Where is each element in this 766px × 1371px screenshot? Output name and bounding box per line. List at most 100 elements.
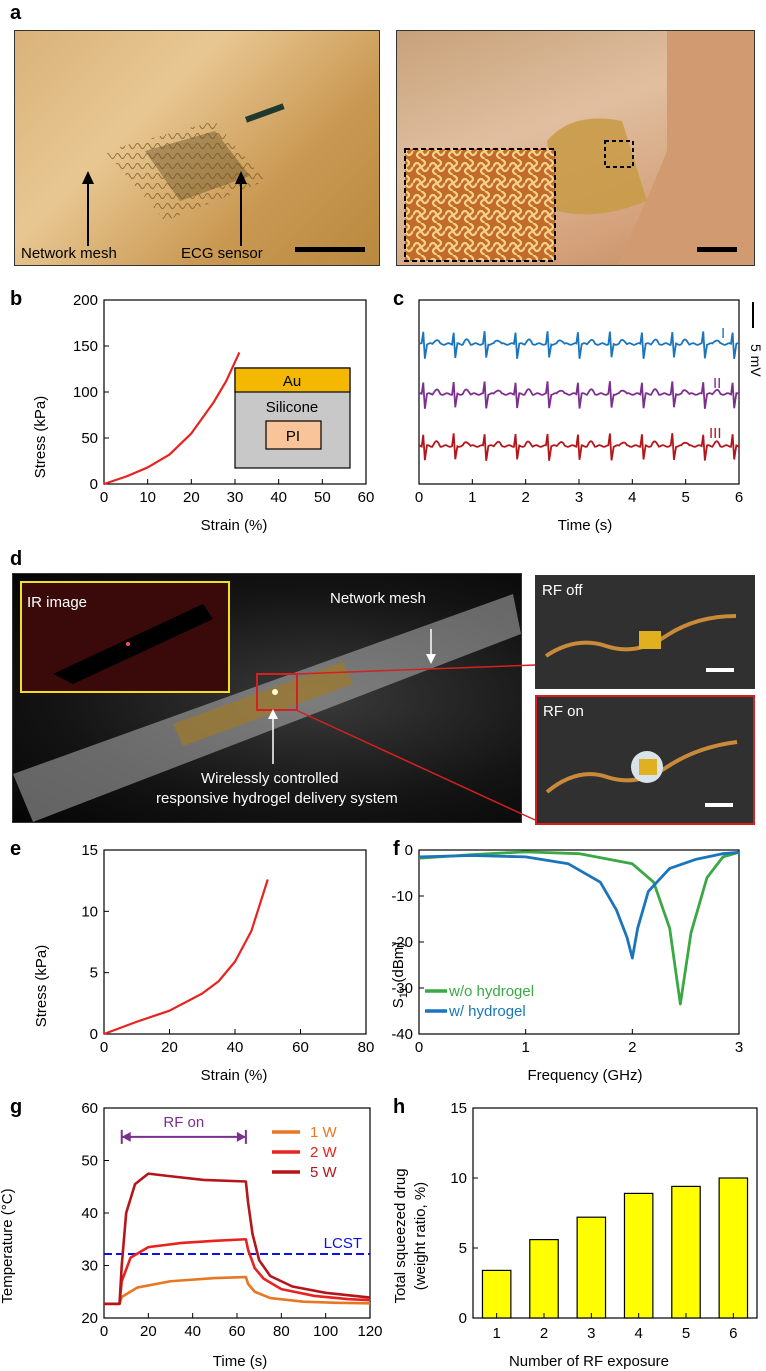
chart-c-trace-2	[418, 381, 740, 409]
chart-f-xtick-label: 2	[628, 1039, 636, 1056]
chart-g-rf-arrowhead	[236, 1131, 246, 1142]
label-ecg-sensor: ECG sensor	[181, 245, 263, 262]
chart-c-series-label: I	[721, 325, 725, 342]
chart-b-xtick-label: 0	[100, 489, 108, 506]
chart-b-ytick-label: 200	[73, 292, 98, 309]
chart-h-bar	[671, 1185, 701, 1319]
panel-label-e: e	[10, 838, 22, 860]
chart-c-series-label: II	[713, 375, 721, 392]
chart-e-ytick-label: 10	[81, 903, 98, 920]
chart-c-xtick-label: 4	[628, 489, 636, 506]
chart-b-xtick-label: 40	[270, 489, 287, 506]
chart-f-series-2	[418, 850, 740, 960]
chart-f-xtick-label: 3	[735, 1039, 743, 1056]
label-ir-image: IR image	[27, 594, 88, 611]
chart-e-xtick-label: 20	[161, 1039, 178, 1056]
chart-c-trace-1	[418, 331, 740, 359]
chart-b-ytick-label: 100	[73, 384, 98, 401]
chart-b-ylabel: Stress (kPa)	[32, 396, 49, 479]
chart-e-xtick-label: 40	[227, 1039, 244, 1056]
chart-g-series-1	[104, 1275, 371, 1306]
chart-h-bar	[718, 1177, 749, 1319]
chart-g-xtick-label: 0	[100, 1323, 108, 1340]
chart-b-ytick-label: 50	[81, 430, 98, 447]
photo-skin-ecg-sensor: Network mesh ECG sensor	[14, 30, 380, 266]
chart-e-xlabel: Strain (%)	[201, 1067, 268, 1084]
chart-h-bar	[529, 1239, 559, 1319]
inset-label-silicone: Silicone	[266, 399, 319, 416]
chart-c-xtick-label: 2	[521, 489, 529, 506]
panel-label-d: d	[10, 548, 23, 570]
chart-g-legend-label: 2 W	[310, 1144, 338, 1161]
chart-h-ytick-label: 5	[459, 1240, 467, 1257]
chart-e-series-line	[103, 879, 269, 1036]
label-rf-on: RF on	[543, 703, 584, 720]
chart-c-xtick-label: 6	[735, 489, 743, 506]
chart-f-xlabel: Frequency (GHz)	[527, 1067, 642, 1084]
chart-f-series-1	[418, 850, 740, 1006]
chart-f: 0 1 2 3 0 -10 -20 -30 -40 w/o hydrogel w/ hydrogel…	[390, 842, 743, 1084]
chart-g-xtick-label: 40	[184, 1323, 201, 1340]
chart-f-ytick-label: 0	[405, 842, 413, 859]
chart-h-bar	[481, 1269, 512, 1319]
chart-g-xtick-label: 80	[273, 1323, 290, 1340]
chart-b-xtick-label: 10	[139, 489, 156, 506]
chart-g-ytick-label: 30	[81, 1258, 98, 1275]
chart-c-xtick-label: 1	[468, 489, 476, 506]
label-network-mesh: Network mesh	[21, 245, 117, 262]
chart-g-series-2	[104, 1237, 371, 1306]
chart-g-xtick-label: 120	[357, 1323, 382, 1340]
chart-g-series-3	[104, 1172, 371, 1306]
chart-g-xtick-label: 100	[313, 1323, 338, 1340]
chart-g-ytick-label: 40	[81, 1205, 98, 1222]
chart-h-xtick-label: 5	[682, 1325, 690, 1342]
panel-label-f: f	[393, 838, 400, 860]
chart-e-ytick-label: 15	[81, 842, 98, 859]
chart-e-frame	[103, 849, 367, 1035]
chart-b-series-line	[103, 351, 241, 486]
label-wirelessly: Wirelessly controlled	[201, 770, 339, 787]
chart-c-trace-3	[418, 433, 740, 461]
chart-b-xtick-label: 30	[227, 489, 244, 506]
chart-f-legend-label: w/ hydrogel	[448, 1003, 526, 1020]
chart-g-ytick-label: 60	[81, 1100, 98, 1117]
chart-h-bar	[623, 1192, 654, 1319]
chart-g-ytick-label: 50	[81, 1153, 98, 1170]
inset-label-au: Au	[283, 373, 301, 390]
chart-h-ylabel: Total squeezed drug	[392, 1168, 409, 1303]
chart-g-rf-label: RF on	[163, 1114, 204, 1131]
chart-h-xtick-label: 4	[634, 1325, 642, 1342]
label-hydrogel-system: responsive hydrogel delivery system	[156, 790, 398, 807]
zoom-connector	[295, 664, 536, 821]
chart-h-bar	[576, 1216, 607, 1319]
scale-bar-label: 5 mV	[748, 344, 764, 377]
chart-f-ytick-label: -10	[391, 888, 413, 905]
panel-label-g: g	[10, 1096, 23, 1118]
photo-rf-off: RF off	[535, 575, 755, 689]
chart-g-xtick-label: 20	[140, 1323, 157, 1340]
chart-h-ytick-label: 15	[450, 1100, 467, 1117]
strip-illustration	[13, 581, 521, 822]
inset-label-pi: PI	[286, 428, 300, 445]
chart-h-ylabel2: (weight ratio, %)	[412, 1182, 429, 1290]
chart-g-ylabel: Temperature (°C)	[0, 1188, 16, 1303]
chart-g-legend-label: 5 W	[310, 1164, 338, 1181]
chart-e-xtick-label: 60	[292, 1039, 309, 1056]
chart-b-xlabel: Strain (%)	[201, 517, 268, 534]
chart-b-xtick-label: 60	[358, 489, 375, 506]
panel-label-b: b	[10, 288, 23, 310]
chart-e-ytick-label: 5	[90, 965, 98, 982]
chart-e-ytick-label: 0	[90, 1026, 98, 1043]
chart-f-legend-label: w/o hydrogel	[448, 983, 534, 1000]
chart-e-ylabel: Stress (kPa)	[33, 945, 50, 1028]
photo-network-mesh-strip: IR image Network mesh Wirelessly control…	[12, 573, 522, 823]
chart-b-inset: Au Silicone PI	[234, 367, 351, 469]
mesh-illustration	[82, 103, 365, 252]
chart-h-xtick-label: 1	[492, 1325, 500, 1342]
chart-h-ytick-label: 10	[450, 1170, 467, 1187]
chart-b-ytick-label: 150	[73, 338, 98, 355]
chart-h-xtick-label: 6	[729, 1325, 737, 1342]
chart-g-xtick-label: 60	[229, 1323, 246, 1340]
